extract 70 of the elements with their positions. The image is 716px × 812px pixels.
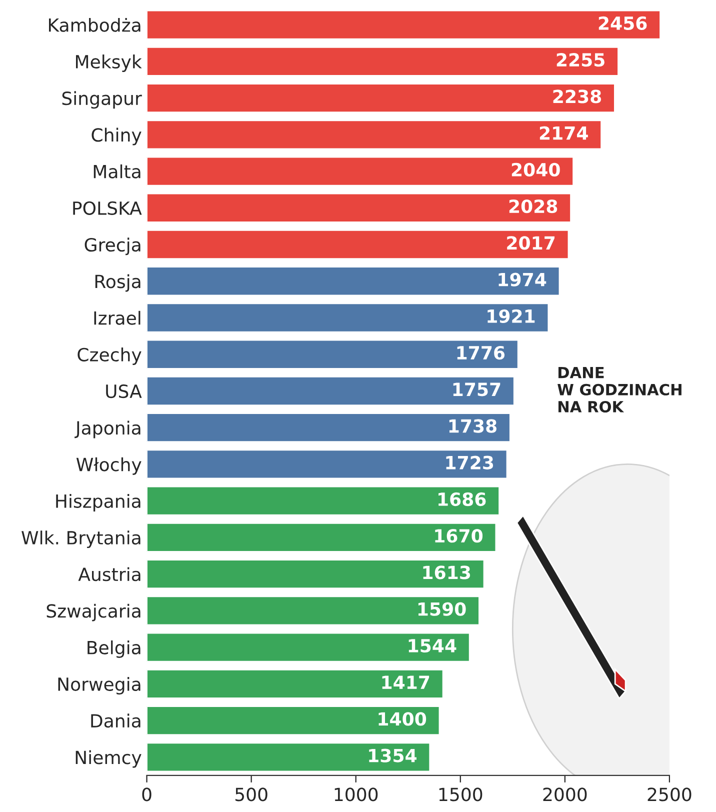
- bar: [146, 192, 572, 223]
- bar: [146, 522, 497, 552]
- y-tick-label: Austria: [78, 567, 140, 582]
- bar: [146, 10, 661, 40]
- y-tick-label: Belgia: [88, 640, 140, 658]
- data-label: 1670: [435, 529, 483, 543]
- x-tick-label: 0: [142, 788, 152, 802]
- x-tick-label: 1500: [439, 788, 482, 802]
- x-tick-label: 500: [235, 788, 268, 802]
- y-tick-label: Meksyk: [76, 54, 142, 72]
- data-label: 1738: [449, 419, 496, 433]
- data-label: 1613: [423, 566, 470, 580]
- bar: [146, 449, 508, 480]
- y-tick-label: Chiny: [92, 128, 142, 146]
- bar: [146, 706, 440, 736]
- bar: [146, 596, 480, 626]
- data-label: 2017: [507, 236, 554, 250]
- bar: [146, 156, 574, 186]
- bar: [146, 339, 519, 370]
- y-tick-label: Kambodża: [49, 18, 140, 32]
- bar: [146, 230, 570, 260]
- bar: [146, 559, 485, 590]
- data-label: 2040: [512, 162, 560, 177]
- bar: [146, 486, 500, 516]
- data-label: 2456: [598, 16, 647, 30]
- data-label: 2255: [556, 53, 604, 67]
- data-label: 1921: [488, 309, 535, 323]
- x-tick-label: 1000: [334, 788, 378, 802]
- annotation: DANE W GODZINACH NA ROK: [558, 366, 682, 413]
- data-label: 2028: [509, 199, 558, 214]
- y-tick-label: Rosja: [95, 274, 140, 292]
- bar: [146, 412, 511, 443]
- y-tick-label: Grecja: [84, 238, 140, 256]
- y-tick-label: Singapur: [62, 91, 142, 109]
- y-tick-label: Izrael: [94, 310, 140, 325]
- y-tick-label: Hiszpania: [56, 494, 140, 512]
- y-tick-label: POLSKA: [73, 201, 142, 216]
- y-tick-label: Włochy: [76, 457, 142, 475]
- data-label: 1757: [453, 382, 500, 396]
- bar: [146, 83, 616, 114]
- data-label: 1776: [457, 346, 505, 360]
- bar: [146, 266, 560, 296]
- bar: [146, 632, 470, 662]
- data-label: 1974: [498, 272, 546, 286]
- data-label: 1723: [446, 456, 494, 470]
- data-label: 2238: [553, 90, 602, 104]
- data-label: 1354: [369, 748, 416, 762]
- data-label: 1400: [378, 712, 426, 726]
- bar: [146, 46, 619, 76]
- y-tick-label: USA: [106, 384, 142, 398]
- y-tick-label: Dania: [91, 714, 140, 728]
- bar: [146, 742, 431, 772]
- data-label: 2174: [540, 126, 588, 140]
- data-label: 1686: [438, 492, 486, 506]
- y-tick-label: Wlk. Brytania: [22, 530, 140, 548]
- data-label: 1417: [382, 676, 430, 689]
- y-tick-label: Czechy: [78, 348, 142, 365]
- x-tick-label: 2500: [648, 788, 692, 802]
- bar: [146, 120, 602, 150]
- y-tick-label: Szwajcaria: [46, 604, 140, 622]
- y-tick-label: Malta: [94, 164, 140, 178]
- bar: [146, 668, 444, 699]
- data-label: 1590: [418, 602, 466, 616]
- y-tick-label: Japonia: [74, 420, 140, 438]
- bar: [146, 376, 515, 406]
- x-tick-label: 2000: [543, 788, 587, 802]
- y-tick-label: Norwegia: [58, 677, 140, 695]
- data-label: 1544: [408, 639, 456, 653]
- bar: [146, 302, 550, 333]
- y-tick-label: Niemcy: [76, 750, 142, 768]
